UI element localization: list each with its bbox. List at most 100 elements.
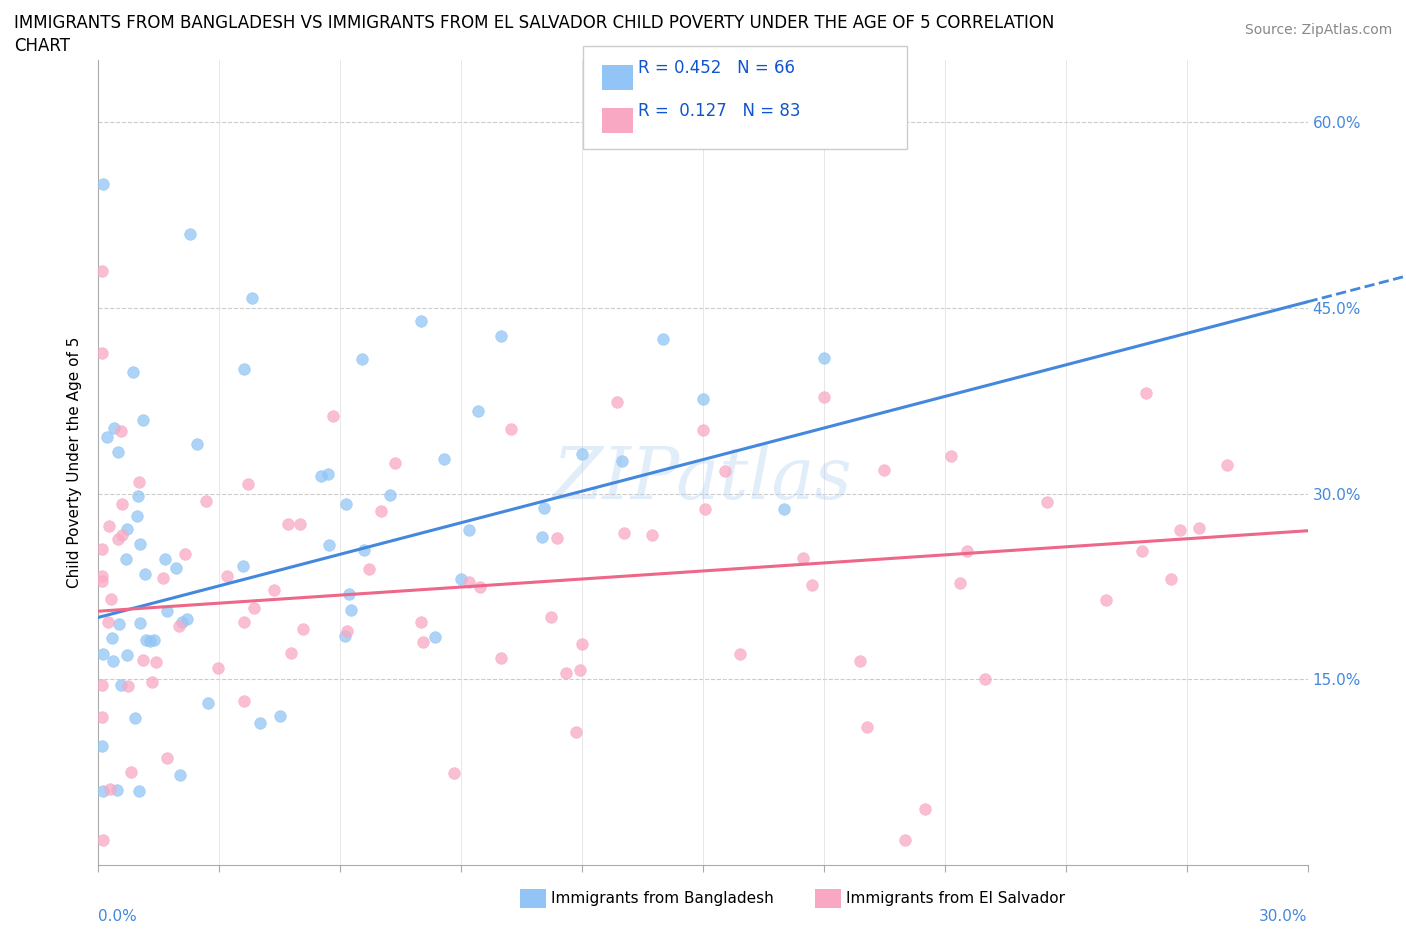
Point: [107, 531, 129, 546]
Point: [772, 501, 794, 516]
Point: [893, 832, 915, 847]
Point: [132, 653, 155, 668]
Point: [1036, 494, 1059, 509]
Point: [125, 509, 148, 524]
Point: [117, 678, 139, 693]
Point: [156, 604, 179, 618]
Point: [714, 463, 737, 478]
Point: [141, 674, 163, 689]
Point: [91, 783, 114, 798]
Point: [217, 569, 239, 584]
Point: [105, 783, 128, 798]
Point: [280, 646, 302, 661]
Point: [1188, 520, 1211, 535]
Point: [336, 623, 359, 638]
Point: [457, 575, 479, 590]
Point: [91, 710, 114, 724]
Point: [110, 423, 132, 438]
Point: [501, 421, 523, 436]
Text: ZIPatlas: ZIPatlas: [553, 444, 853, 514]
Point: [91, 678, 114, 693]
Point: [91, 647, 114, 662]
Point: [571, 446, 593, 461]
Point: [693, 501, 716, 516]
Point: [100, 591, 122, 606]
Point: [135, 632, 157, 647]
Point: [288, 516, 311, 531]
Point: [169, 618, 191, 633]
Point: [232, 559, 254, 574]
Point: [450, 572, 472, 587]
Point: [423, 630, 446, 644]
Point: [353, 542, 375, 557]
Point: [641, 527, 664, 542]
Text: 0.0%: 0.0%: [98, 910, 138, 924]
Point: [172, 615, 194, 630]
Point: [124, 711, 146, 725]
Point: [207, 661, 229, 676]
Point: [169, 767, 191, 782]
Point: [606, 394, 628, 409]
Point: [412, 634, 434, 649]
Point: [378, 487, 401, 502]
Text: 30.0%: 30.0%: [1260, 910, 1308, 924]
Point: [359, 561, 381, 576]
Point: [91, 568, 114, 583]
Point: [467, 404, 489, 418]
Point: [111, 497, 134, 512]
Point: [800, 578, 823, 592]
Point: [122, 365, 145, 379]
Point: [127, 489, 149, 504]
Point: [613, 525, 636, 540]
Point: [142, 632, 165, 647]
Point: [692, 422, 714, 437]
Point: [458, 523, 481, 538]
Point: [433, 452, 456, 467]
Point: [117, 648, 139, 663]
Point: [101, 654, 124, 669]
Point: [152, 571, 174, 586]
Text: R = 0.452   N = 66: R = 0.452 N = 66: [638, 59, 796, 77]
Point: [491, 328, 513, 343]
Point: [249, 715, 271, 730]
Point: [409, 615, 432, 630]
Point: [540, 610, 562, 625]
Y-axis label: Child Poverty Under the Age of 5: Child Poverty Under the Age of 5: [67, 337, 83, 589]
Point: [236, 477, 259, 492]
Point: [849, 653, 872, 668]
Point: [564, 724, 586, 739]
Point: [318, 538, 340, 552]
Point: [120, 764, 142, 779]
Point: [139, 633, 162, 648]
Point: [956, 544, 979, 559]
Point: [91, 738, 114, 753]
Point: [269, 709, 291, 724]
Point: [409, 313, 432, 328]
Point: [115, 551, 138, 566]
Point: [103, 420, 125, 435]
Point: [571, 636, 593, 651]
Text: Source: ZipAtlas.com: Source: ZipAtlas.com: [1244, 23, 1392, 37]
Point: [813, 351, 835, 365]
Point: [129, 537, 152, 551]
Point: [186, 436, 208, 451]
Text: CHART: CHART: [14, 37, 70, 55]
Point: [156, 751, 179, 765]
Point: [813, 390, 835, 405]
Point: [530, 530, 553, 545]
Point: [546, 531, 568, 546]
Point: [115, 522, 138, 537]
Text: IMMIGRANTS FROM BANGLADESH VS IMMIGRANTS FROM EL SALVADOR CHILD POVERTY UNDER TH: IMMIGRANTS FROM BANGLADESH VS IMMIGRANTS…: [14, 14, 1054, 32]
Point: [692, 392, 714, 406]
Point: [97, 615, 120, 630]
Point: [194, 494, 217, 509]
Point: [974, 671, 997, 686]
Point: [110, 677, 132, 692]
Point: [568, 663, 591, 678]
Point: [128, 474, 150, 489]
Point: [233, 615, 256, 630]
Point: [491, 650, 513, 665]
Point: [384, 455, 406, 470]
Text: Immigrants from Bangladesh: Immigrants from Bangladesh: [551, 891, 773, 906]
Point: [1135, 386, 1157, 401]
